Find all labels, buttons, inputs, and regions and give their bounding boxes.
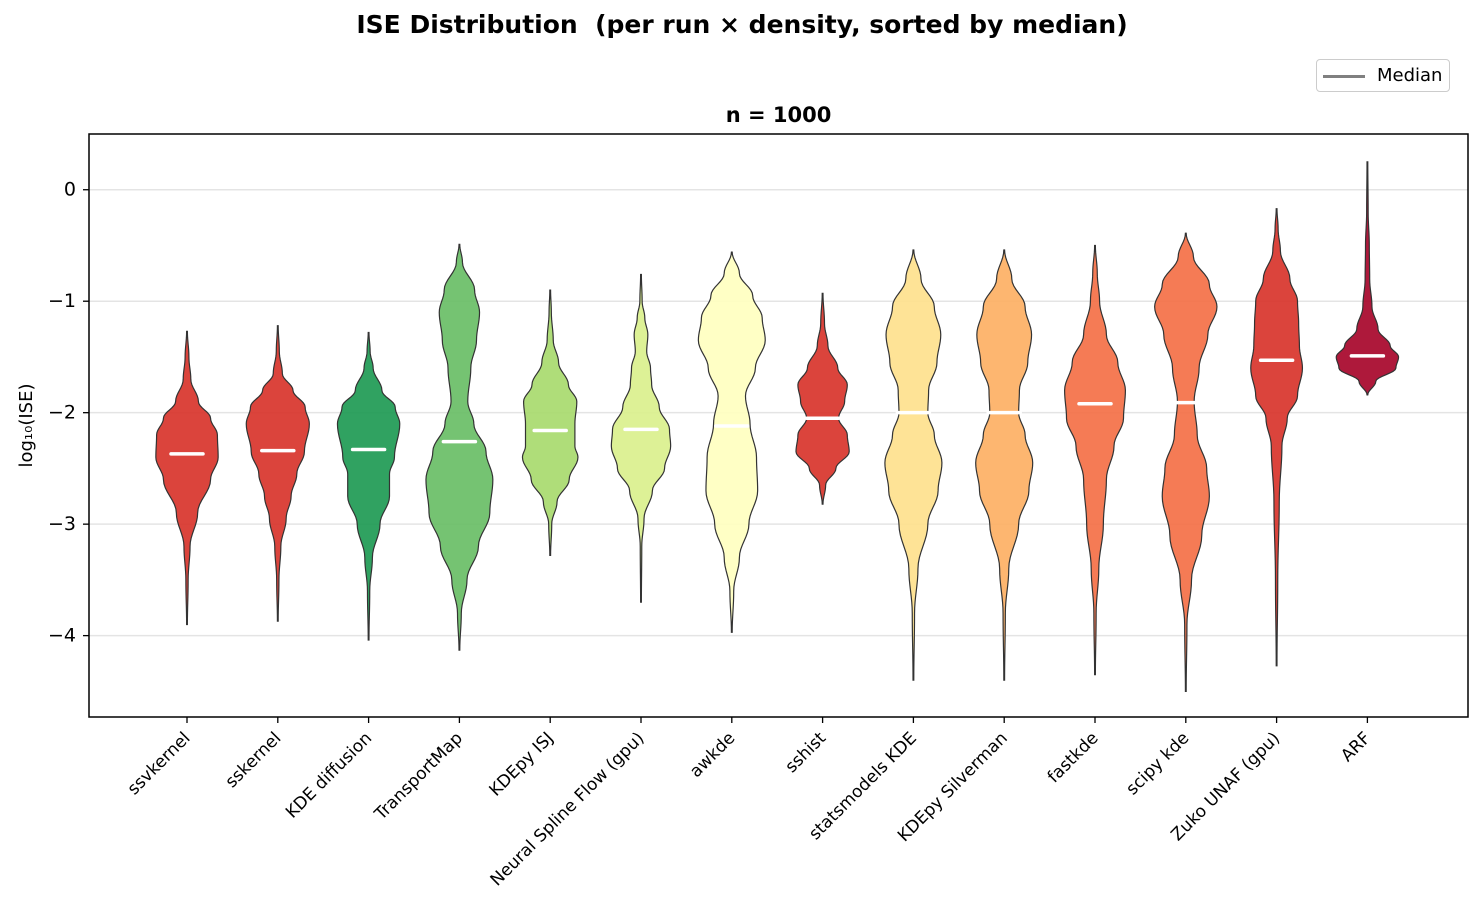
x-tick-label: KDE diffusion <box>282 728 376 822</box>
x-tick-label: TransportMap <box>370 728 467 825</box>
x-tick-label: Neural Spline Flow (gpu) <box>487 728 649 890</box>
violin-fastkde <box>1063 244 1127 676</box>
legend: Median <box>1316 59 1450 92</box>
y-tick-label: −1 <box>48 290 76 312</box>
x-tick-label: ARF <box>1337 728 1375 766</box>
violin-transportmap <box>425 243 494 651</box>
violin-sshist <box>795 292 850 505</box>
y-tick-label: −3 <box>48 513 76 535</box>
x-tick-label: fastkde <box>1044 728 1103 787</box>
y-tick-label: −4 <box>48 625 76 647</box>
x-tick-label: ssvkernel <box>124 728 195 799</box>
violin-scipy-kde <box>1154 232 1218 692</box>
violin-kde-diffusion <box>336 331 401 641</box>
x-tick-label: sshist <box>782 728 831 777</box>
violin-statsmodels-kde <box>884 249 943 681</box>
violin-arf <box>1335 161 1400 396</box>
x-tick-label: KDEpy ISJ <box>486 728 558 800</box>
violin-ssvkernel <box>155 330 219 626</box>
violin-kdepy-silverman <box>975 249 1034 681</box>
violin-sskernel <box>245 325 310 622</box>
violin-neural-spline-flow-gpu- <box>610 273 672 603</box>
legend-median-swatch <box>1323 75 1365 78</box>
violin-awkde <box>697 251 766 633</box>
x-tick-label: sskernel <box>222 728 286 792</box>
x-tick-label: scipy kde <box>1122 728 1193 799</box>
violin-kdepy-isj <box>521 289 579 556</box>
axes-title: n = 1000 <box>726 103 832 127</box>
y-tick-label: 0 <box>64 179 76 201</box>
figure-title: ISE Distribution (per run × density, sor… <box>356 10 1128 39</box>
y-tick-label: −2 <box>48 402 76 424</box>
legend-median-label: Median <box>1377 65 1443 86</box>
violin-zuko-unaf-gpu- <box>1250 208 1304 667</box>
y-axis-label: log₁₀(ISE) <box>16 383 37 467</box>
axes-frame <box>88 133 1469 718</box>
x-tick-label: awkde <box>686 728 739 781</box>
